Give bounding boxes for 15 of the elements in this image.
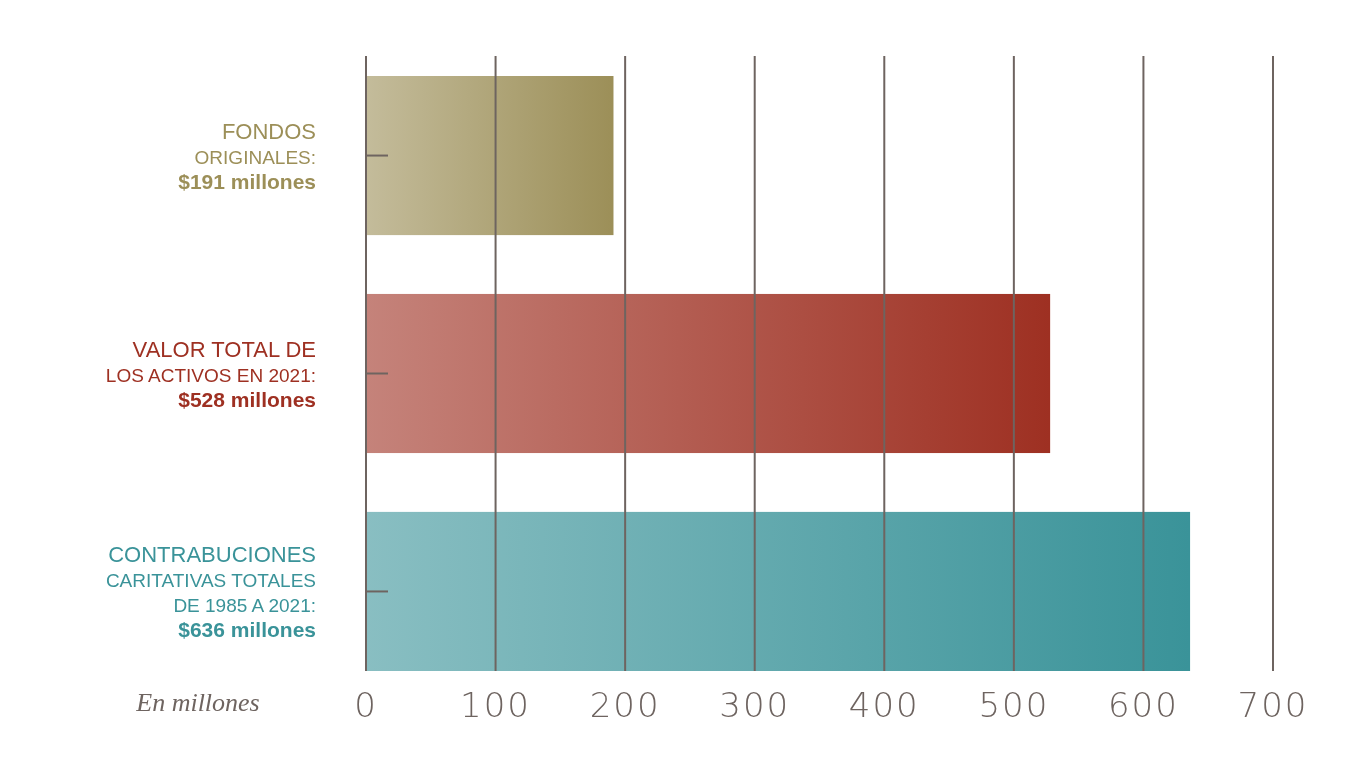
x-tick-label: 300 [719, 685, 791, 725]
x-tick-label: 600 [1107, 685, 1179, 725]
bar [366, 511, 1191, 671]
x-tick-label: 200 [589, 685, 661, 725]
x-tick-label: 400 [848, 685, 920, 725]
y-tick-label: VALOR TOTAL DE LOS ACTIVOS EN 2021: $528 millones [105, 336, 316, 411]
x-tick-label: 100 [460, 685, 532, 725]
x-tick-label: 0 [354, 685, 378, 725]
y-tick-label: CONTRABUCIONES CARITATIVAS TOTALES DE 1985 A 2021: $636 millones [105, 541, 316, 641]
bar [366, 76, 614, 236]
x-tick-label: 700 [1237, 685, 1309, 725]
x-tick-label: 500 [978, 685, 1050, 725]
y-tick-label: FONDOS ORIGINALES: $191 millones [178, 118, 316, 193]
text: En millones [135, 688, 260, 717]
bar [366, 293, 1051, 454]
